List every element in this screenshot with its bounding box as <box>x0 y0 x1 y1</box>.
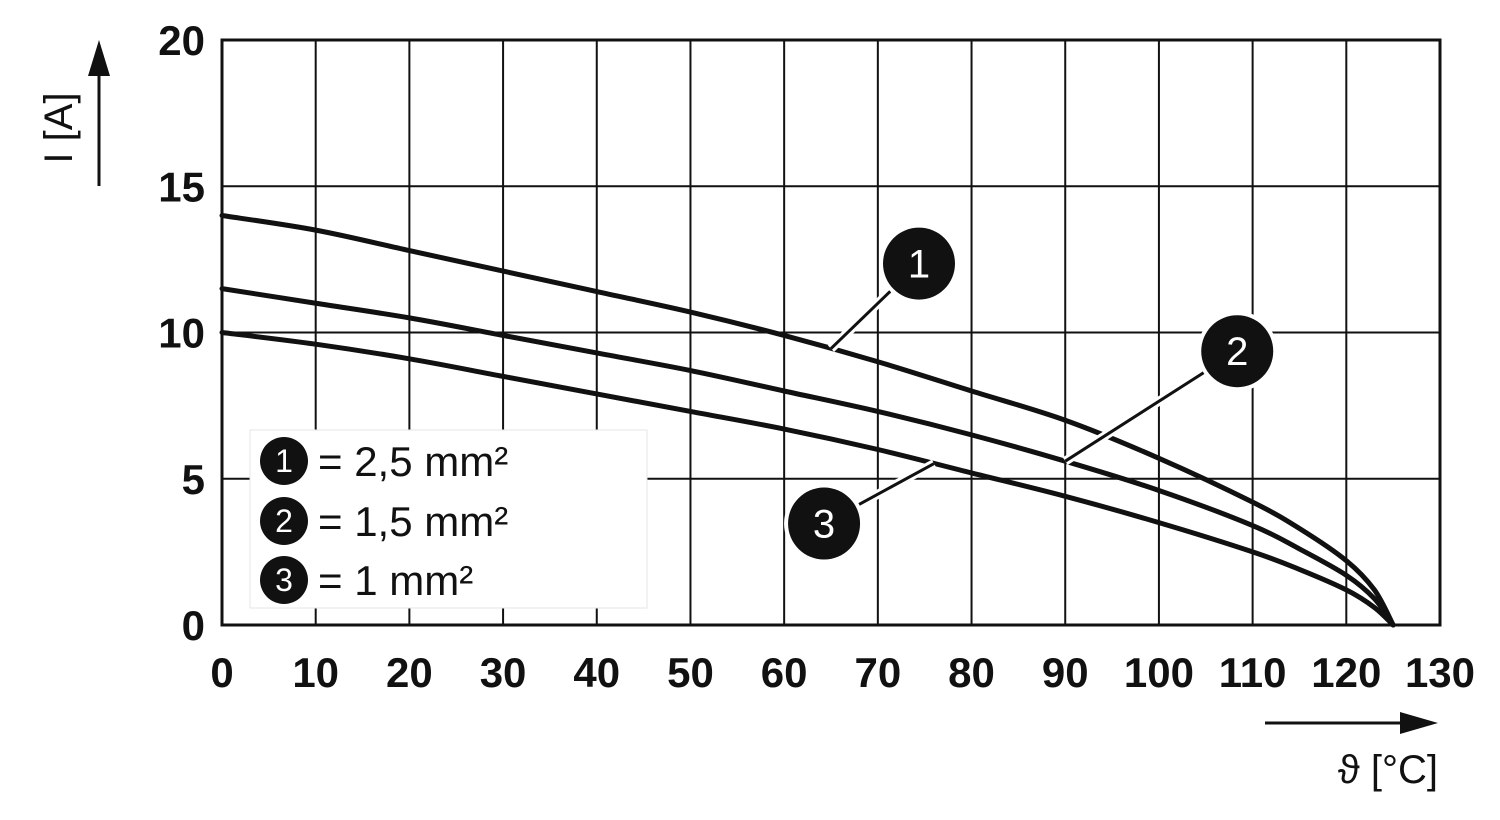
x-tick-label: 100 <box>1124 649 1194 696</box>
callout-bubble <box>883 227 955 300</box>
y-axis-arrow-head <box>88 40 110 76</box>
x-tick-label: 10 <box>292 649 339 696</box>
x-tick-label: 20 <box>386 649 433 696</box>
legend-label: = 1 mm² <box>318 557 473 604</box>
x-axis-label: ϑ [°C] <box>1338 748 1438 792</box>
legend-item: 2 = 1,5 mm² <box>260 497 508 545</box>
y-tick-labels: 0 5 10 15 20 <box>158 17 205 649</box>
x-tick-label: 0 <box>210 649 233 696</box>
y-tick-label: 5 <box>182 456 205 503</box>
x-tick-label: 120 <box>1311 649 1381 696</box>
legend: 1 = 2,5 mm² 2 = 1,5 mm² 3 = 1 mm² <box>249 429 648 609</box>
y-axis-label: I [A] <box>37 92 81 163</box>
y-tick-label: 10 <box>158 310 205 357</box>
x-tick-label: 130 <box>1405 649 1475 696</box>
series-line-2 <box>219 286 1396 628</box>
series-lines <box>219 213 1396 628</box>
callout-number: 1 <box>908 243 930 287</box>
x-tick-label: 70 <box>854 649 901 696</box>
callout-number: 2 <box>1226 330 1248 374</box>
x-tick-labels: 0 10 20 30 40 50 60 70 80 90 100 110 120 130 <box>210 649 1475 696</box>
series-callouts: 1 2 3 <box>784 223 1278 564</box>
legend-marker-3 <box>260 556 308 604</box>
series-line-3 <box>219 330 1396 628</box>
x-tick-label: 30 <box>480 649 527 696</box>
callout-bubble <box>1201 315 1274 388</box>
callout-1: 1 <box>827 223 959 352</box>
callout-number: 3 <box>813 503 835 547</box>
legend-box <box>249 429 648 609</box>
y-tick-label: 15 <box>158 163 205 210</box>
legend-marker-2 <box>260 497 308 545</box>
x-axis-label-group: ϑ [°C] <box>1265 712 1438 792</box>
series-line-1 <box>219 213 1396 628</box>
legend-marker-label: 3 <box>275 562 293 598</box>
legend-item: 1 = 2,5 mm² <box>260 437 508 485</box>
x-tick-label: 110 <box>1219 649 1287 696</box>
legend-marker-label: 1 <box>275 443 293 479</box>
x-tick-label: 40 <box>573 649 620 696</box>
y-axis-label-group: I [A] <box>37 40 110 186</box>
x-tick-label: 50 <box>667 649 714 696</box>
plot-frame <box>220 38 1442 627</box>
legend-marker-label: 2 <box>275 503 293 539</box>
legend-label: = 2,5 mm² <box>318 438 508 485</box>
y-tick-label: 0 <box>182 602 205 649</box>
x-tick-label: 80 <box>948 649 995 696</box>
x-tick-label: 60 <box>761 649 808 696</box>
legend-item: 3 = 1 mm² <box>260 556 473 604</box>
x-axis-arrow-head <box>1400 712 1438 734</box>
callout-bubble <box>788 487 861 560</box>
legend-marker-1 <box>260 437 308 485</box>
x-tick-label: 90 <box>1042 649 1089 696</box>
y-tick-label: 20 <box>158 17 205 64</box>
callout-2: 2 <box>1062 311 1278 465</box>
callout-3: 3 <box>784 459 937 564</box>
legend-label: = 1,5 mm² <box>318 498 508 545</box>
